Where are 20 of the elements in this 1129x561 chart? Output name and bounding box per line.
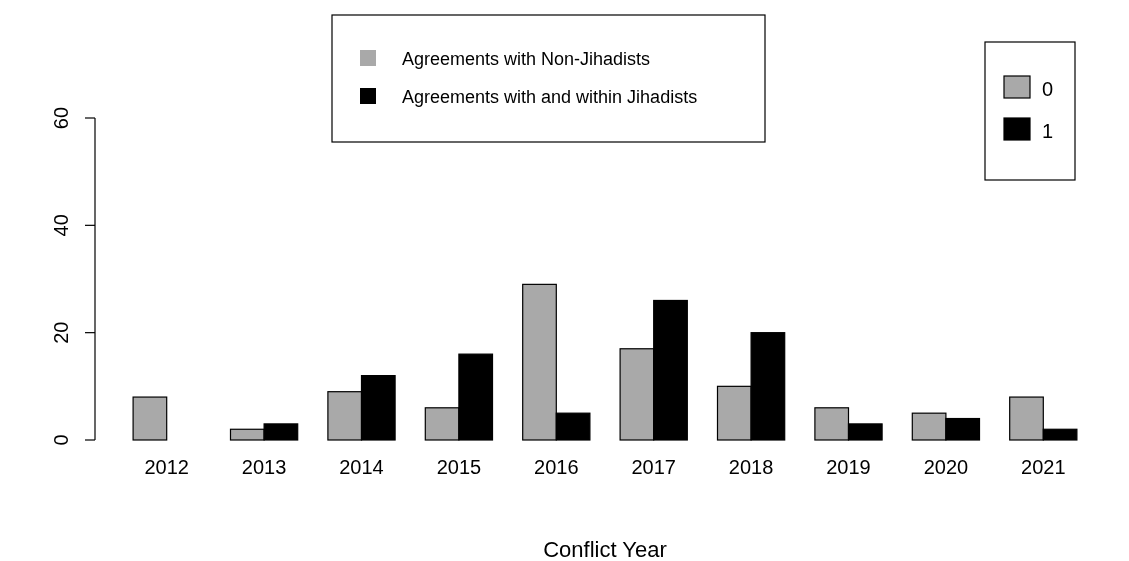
x-tick-label: 2018 [728, 456, 774, 478]
annotation: 1 [1042, 120, 1054, 142]
x-tick-label: 2013 [241, 456, 287, 478]
x-axis-title: Conflict Year [543, 537, 667, 561]
legend-label: Agreements with and within Jihadists [402, 87, 698, 107]
x-tick-label: 2015 [436, 456, 482, 478]
x-tick-label: 2016 [534, 456, 579, 478]
x-tick-label: 2017 [631, 456, 676, 478]
x-tick-label: 2019 [826, 456, 871, 478]
x-tick-label: 2020 [923, 456, 969, 478]
legend-label: Agreements with Non-Jihadists [402, 49, 651, 69]
y-tick-label: 0 [50, 434, 72, 446]
x-tick-label: 2021 [1021, 456, 1066, 478]
y-tick-label: 60 [50, 106, 72, 130]
y-tick-label: 40 [50, 214, 72, 237]
bar [132, 396, 168, 441]
x-tick-label: 2012 [144, 456, 189, 478]
y-tick-label: 20 [50, 321, 72, 344]
x-tick-label: 2014 [339, 456, 384, 478]
key-box: 0 1 [984, 41, 1076, 181]
